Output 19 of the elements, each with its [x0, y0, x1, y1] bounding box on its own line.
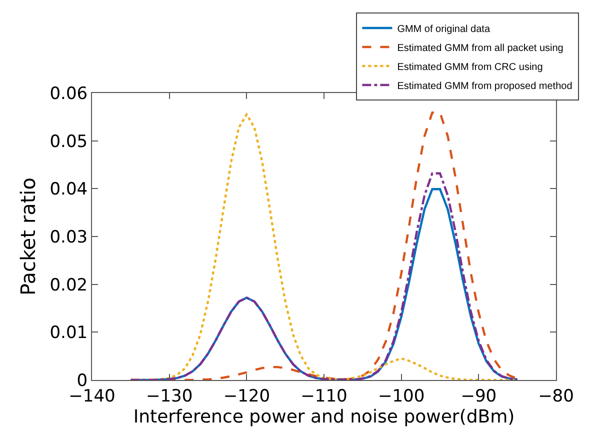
x-axis-title: Interference power and noise power(dBm): [133, 406, 515, 428]
y-tick-label: 0.04: [50, 180, 88, 200]
x-tick-label: −80: [538, 386, 574, 406]
x-tick-label: −140: [68, 386, 116, 406]
legend-label: Estimated GMM from CRC using: [397, 62, 543, 73]
legend-label: GMM of original data: [397, 24, 490, 35]
legend-label: Estimated GMM from all packet using: [397, 42, 564, 54]
x-tick-label: −90: [460, 386, 497, 406]
x-tick-label: −110: [300, 386, 348, 406]
x-tick-label: −100: [378, 386, 425, 406]
y-tick-label: 0.01: [50, 323, 88, 344]
y-tick-label: 0.03: [50, 227, 88, 248]
x-tick-label: −120: [223, 386, 270, 406]
y-tick-label: 0.06: [50, 84, 88, 104]
x-tick-label: −130: [146, 386, 193, 406]
y-axis-title: Packet ratio: [16, 178, 40, 296]
y-tick-label: 0.05: [50, 132, 88, 152]
y-tick-label: 0.02: [50, 275, 88, 296]
legend-label: Estimated GMM from proposed method: [397, 80, 572, 92]
